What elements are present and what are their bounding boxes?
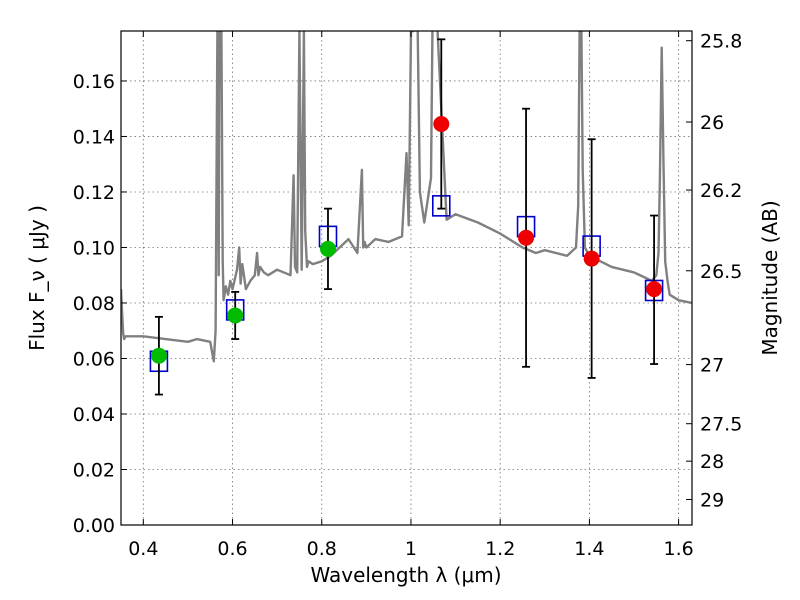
y-tick-label: 0.04	[73, 404, 115, 426]
right-tick-label: 28	[700, 451, 724, 473]
right-tick-label: 26	[700, 112, 724, 134]
x-tick-label: 1.4	[574, 538, 604, 560]
right-tick-label: 26.5	[700, 261, 742, 283]
y-tick-label: 0.06	[73, 348, 115, 370]
plot-frame	[120, 30, 693, 526]
x-axis-label: Wavelength λ (μm)	[310, 563, 501, 587]
x-tick-label: 1	[405, 538, 417, 560]
model-spectrum-line	[121, 31, 692, 363]
right-tick-label: 27	[700, 355, 724, 377]
right-tick-label: 25.8	[700, 31, 742, 53]
y-tick-label: 0.02	[73, 459, 115, 481]
data-point	[227, 307, 244, 324]
y-tick-label: 0.08	[73, 293, 115, 315]
y-tick-label: 0.14	[73, 126, 115, 148]
grid-lines	[121, 31, 692, 525]
model-spectrum-layer	[121, 31, 692, 363]
right-tick-label: 26.2	[700, 180, 742, 202]
right-tick-label: 27.5	[700, 414, 742, 436]
x-tick-label: 1.6	[664, 538, 694, 560]
x-tick-label: 0.8	[307, 538, 337, 560]
data-point	[583, 250, 600, 267]
model-photometry-boxes	[149, 195, 664, 373]
data-point	[433, 115, 450, 132]
y-tick-label: 0.12	[73, 182, 115, 204]
y-axis-label: Flux F_ν ( μJy )	[25, 205, 49, 351]
y-axis-label-text: Flux F_ν ( μJy )	[25, 205, 49, 351]
x-tick-label: 0.6	[217, 538, 247, 560]
axis-ticks: 0.4 0.6 0.8 1 1.2 1.4 1.6 0.00 0.02 0.04 0.06 0.08 0…	[73, 31, 743, 560]
right-axis-label-text: Magnitude (AB)	[758, 200, 782, 355]
y-tick-label: 0.16	[73, 71, 115, 93]
data-point	[319, 240, 336, 257]
observed-photometry	[150, 38, 663, 396]
y-tick-label: 0.10	[73, 237, 115, 259]
data-point	[150, 347, 167, 364]
right-axis-label: Magnitude (AB)	[758, 200, 782, 355]
data-point	[518, 229, 535, 246]
right-tick-label: 29	[700, 489, 724, 511]
x-tick-label: 0.4	[128, 538, 158, 560]
data-point	[646, 281, 663, 298]
x-tick-label: 1.2	[485, 538, 515, 560]
y-tick-label: 0.00	[73, 515, 115, 537]
x-axis-label-text: Wavelength λ (μm)	[310, 563, 501, 587]
